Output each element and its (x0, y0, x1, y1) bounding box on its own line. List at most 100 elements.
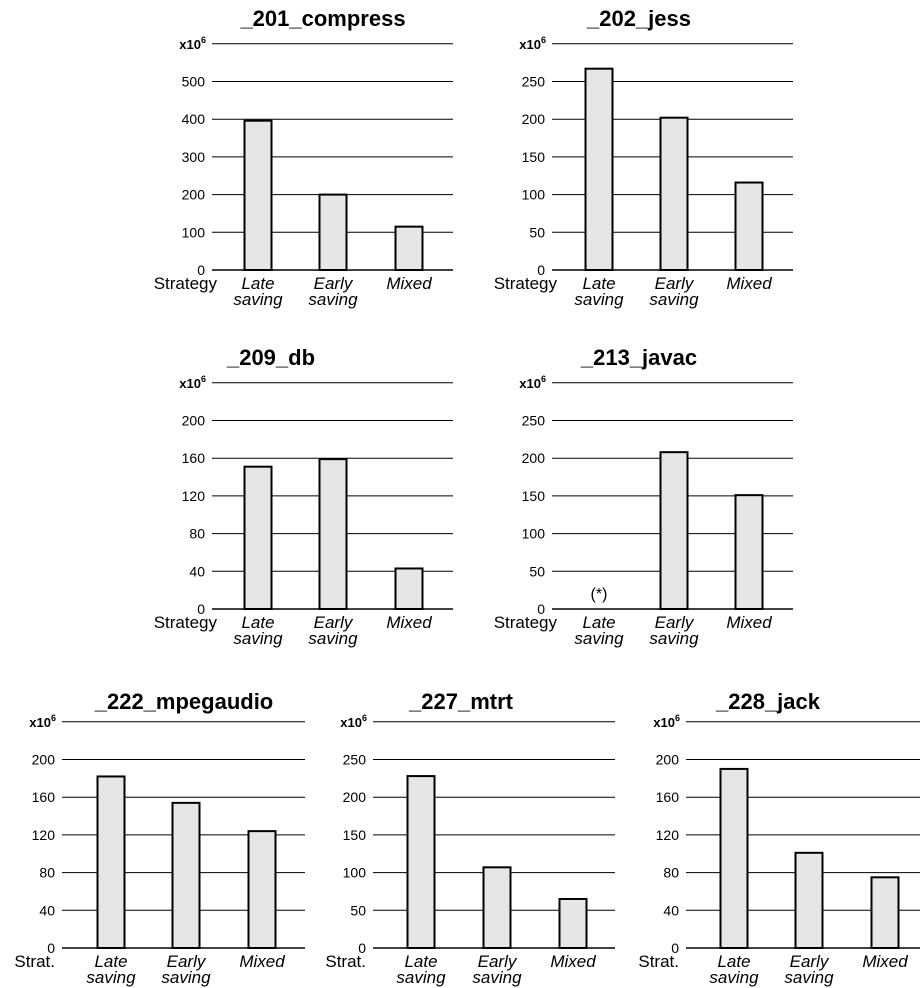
chart-title: _201_compress (239, 6, 405, 31)
x-category-label: Late (717, 952, 750, 971)
y-tick-label: 0 (537, 262, 545, 278)
bar-mixed (734, 494, 764, 610)
x-category-label: Early (790, 952, 830, 971)
strategy-label: Strat. (638, 952, 679, 971)
x-category-label: Late (94, 952, 127, 971)
chart-panel-1: _202_jess 0 50 100 150 200 250 x106 Strategy Late… (494, 6, 793, 309)
y-tick-label: 200 (522, 111, 546, 127)
y-tick-label: 400 (182, 111, 206, 127)
bar-mixed (734, 181, 764, 271)
y-tick-label: 0 (358, 940, 366, 956)
bar-late (584, 67, 614, 271)
bar-late (243, 465, 273, 610)
x-category-label: saving (233, 290, 283, 309)
y-tick-label: 40 (189, 563, 205, 579)
axis-multiplier: x106 (653, 713, 680, 730)
x-category-label: Early (655, 274, 695, 293)
bar-early (482, 866, 512, 950)
x-category-label: saving (161, 968, 211, 987)
bar-early (318, 458, 348, 610)
y-tick-label: 0 (47, 940, 55, 956)
bar-late (406, 775, 436, 950)
chart-title: _227_mtrt (408, 689, 514, 714)
y-tick-label: 80 (39, 865, 55, 881)
x-category-label: saving (396, 968, 446, 987)
x-category-label: saving (574, 629, 624, 648)
y-tick-label: 160 (182, 450, 206, 466)
axis-multiplier: x106 (519, 374, 546, 391)
y-tick-label: 80 (189, 526, 205, 542)
y-tick-label: 40 (663, 902, 679, 918)
y-tick-label: 200 (182, 187, 206, 203)
x-category-label: Late (582, 613, 615, 632)
axis-multiplier: x106 (179, 374, 206, 391)
chart-title: _228_jack (715, 689, 821, 714)
x-category-label: Mixed (862, 952, 908, 971)
x-category-label: Mixed (386, 613, 432, 632)
bar-late (243, 119, 273, 272)
bar-mixed (394, 567, 424, 610)
x-category-label: saving (649, 629, 699, 648)
axis-multiplier: x106 (340, 713, 367, 730)
x-category-label: saving (308, 629, 358, 648)
chart-title: _202_jess (586, 6, 691, 31)
axis-multiplier: x106 (179, 35, 206, 52)
chart-panel-4: _222_mpegaudio 0 40 80 120 160 200 x106 Strat. La… (14, 689, 305, 987)
strategy-label: Strategy (494, 613, 558, 632)
axis-multiplier: x106 (519, 35, 546, 52)
x-category-label: saving (233, 629, 283, 648)
y-tick-label: 50 (350, 902, 366, 918)
strategy-label: Strat. (325, 952, 366, 971)
y-tick-label: 120 (656, 827, 680, 843)
y-tick-label: 0 (197, 262, 205, 278)
x-category-label: Mixed (386, 274, 432, 293)
axis-multiplier: x106 (29, 713, 56, 730)
chart-title: _209_db (226, 345, 315, 370)
y-tick-label: 200 (182, 413, 206, 429)
y-tick-label: 0 (671, 940, 679, 956)
x-category-label: saving (472, 968, 522, 987)
bar-mixed (558, 897, 588, 949)
y-tick-label: 200 (522, 450, 546, 466)
strategy-label: Strategy (154, 274, 218, 293)
y-tick-label: 150 (522, 488, 546, 504)
bar-early (171, 801, 201, 949)
y-tick-label: 50 (529, 224, 545, 240)
x-category-label: Early (655, 613, 695, 632)
missing-bar-note: (*) (591, 586, 608, 603)
y-tick-label: 100 (522, 187, 546, 203)
y-tick-label: 250 (522, 413, 546, 429)
y-tick-label: 150 (343, 827, 367, 843)
y-tick-label: 100 (522, 526, 546, 542)
x-category-label: Mixed (726, 274, 772, 293)
x-category-label: Mixed (550, 952, 596, 971)
x-category-label: saving (86, 968, 136, 987)
x-category-label: saving (308, 290, 358, 309)
bar-late (96, 775, 126, 950)
strategy-label: Strategy (154, 613, 218, 632)
y-tick-label: 160 (656, 789, 680, 805)
chart-panel-3: _213_javac 0 50 100 150 200 250 x106 (*) Strategy… (494, 345, 793, 648)
y-tick-label: 50 (529, 563, 545, 579)
x-category-label: Late (241, 274, 274, 293)
y-tick-label: 40 (39, 902, 55, 918)
x-category-label: Mixed (239, 952, 285, 971)
y-tick-label: 0 (537, 601, 545, 617)
x-category-label: Early (314, 613, 354, 632)
bar-mixed (870, 876, 900, 949)
y-tick-label: 120 (32, 827, 56, 843)
x-category-label: Mixed (726, 613, 772, 632)
x-category-label: Late (241, 613, 274, 632)
chart-panel-0: _201_compress 0 100 200 300 400 500 x106 Strateg… (154, 6, 453, 309)
y-tick-label: 160 (32, 789, 56, 805)
y-tick-label: 300 (182, 149, 206, 165)
x-category-label: saving (784, 968, 834, 987)
y-tick-label: 200 (32, 752, 56, 768)
x-category-label: Early (314, 274, 354, 293)
bar-mixed (394, 225, 424, 272)
y-tick-label: 200 (343, 789, 367, 805)
x-category-label: Late (404, 952, 437, 971)
